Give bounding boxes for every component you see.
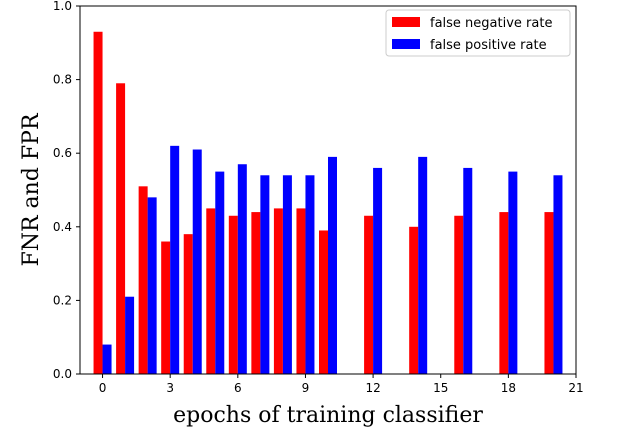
fnr-bar-14 [409,226,419,374]
x-tick-label: 9 [302,381,310,395]
x-tick-label: 6 [234,381,242,395]
legend: false negative rate false positive rate [385,9,571,57]
fnr-bar-16 [454,215,464,374]
fnr-bar-6 [228,215,238,374]
fpr-bar-2 [147,197,157,374]
fpr-bar-8 [282,175,292,374]
fnr-bar-2 [138,186,148,374]
fnr-bar-5 [206,208,216,374]
x-tick-label: 21 [568,381,583,395]
legend-swatch-fnr [392,17,420,27]
y-axis-ticks: 0.0 0.2 0.4 0.6 0.8 1.0 [53,0,80,381]
fnr-bar-0 [93,31,103,374]
fnr-bar-8 [273,208,283,374]
axes-frame [79,5,577,375]
y-tick-label: 0.8 [53,73,72,87]
x-tick-label: 0 [99,381,107,395]
x-axis-label: epochs of training classifier [173,403,483,427]
fpr-bar-12 [373,167,383,374]
fpr-bar-9 [305,175,315,374]
legend-swatch-fpr [392,39,420,49]
x-tick-label: 12 [365,381,380,395]
fnr-bar-9 [296,208,306,374]
fpr-bar-7 [260,175,270,374]
legend-box [385,9,571,57]
fnr-bar-7 [251,212,261,374]
y-tick-label: 0.0 [53,367,72,381]
fpr-bar-1 [125,296,135,374]
fnr-bar-1 [116,83,126,374]
legend-label-fpr: false positive rate [430,38,547,53]
legend-label-fnr: false negative rate [430,16,552,31]
x-tick-label: 3 [166,381,174,395]
fpr-bar-20 [553,175,563,374]
y-axis-label: FNR and FPR [19,112,44,267]
x-tick-label: 15 [433,381,448,395]
x-axis-ticks: 0 3 6 9 12 15 18 21 [99,374,584,395]
fpr-bar-18 [508,171,518,374]
fpr-bar-3 [170,145,180,374]
fnr-bar-3 [161,241,171,374]
x-tick-label: 18 [501,381,516,395]
fpr-bar-10 [328,156,337,374]
y-tick-label: 0.4 [53,220,72,234]
fnr-bar-4 [183,234,193,374]
fpr-bar-0 [102,344,112,374]
y-tick-label: 0.2 [53,293,72,307]
fpr-bar-14 [418,156,428,374]
fnr-bar-20 [544,212,554,374]
y-tick-label: 0.6 [53,146,72,160]
fpr-bar-16 [463,167,473,374]
fpr-bar-6 [237,164,247,374]
fnr-bar-18 [499,212,509,374]
fnr-bar-10 [319,230,328,374]
y-tick-label: 1.0 [53,0,72,13]
bars-layer [93,31,563,374]
fpr-bar-4 [192,149,202,374]
fnr-bar-12 [364,215,374,374]
fpr-bar-5 [215,171,225,374]
